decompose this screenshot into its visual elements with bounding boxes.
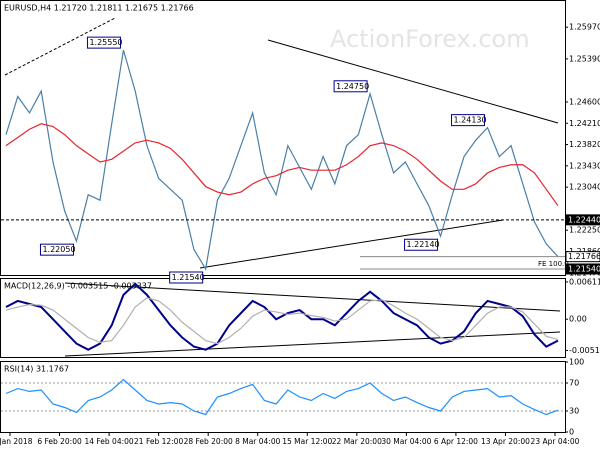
- level-tag: [565, 263, 600, 275]
- main-title: EURUSD,H4 1.21720 1.21811 1.21675 1.2176…: [4, 4, 194, 13]
- series-line: [5, 378, 559, 416]
- y-tick-label: 0: [569, 428, 574, 437]
- y-tick-label: 0.006113: [569, 277, 600, 286]
- annotation: 1.25550: [89, 38, 122, 47]
- rsi-panel: [0, 361, 566, 433]
- x-tick-label: 22 Mar 20:00: [332, 437, 382, 446]
- annotation: 1.22140: [407, 240, 440, 249]
- y-tick-label: 1.25970: [569, 23, 600, 32]
- annotation-box: [86, 36, 121, 49]
- x-tick-label: 6 Apr 12:00: [434, 437, 478, 446]
- y-tick-label: -0.005124: [569, 346, 600, 355]
- level-tag: [565, 214, 600, 226]
- x-tick-label: 23 Apr 04:00: [531, 437, 580, 446]
- x-tick-label: 30 Jan 2018: [0, 437, 33, 446]
- x-tick-label: 6 Feb 20:00: [37, 437, 82, 446]
- x-tick-label: 13 Apr 20:00: [481, 437, 530, 446]
- x-tick-label: 14 Feb 04:00: [84, 437, 133, 446]
- level-tag: [565, 251, 600, 263]
- main-panel: [0, 0, 566, 276]
- y-tick-label: 30: [569, 407, 579, 416]
- y-tick-label: 70: [569, 379, 579, 388]
- annotation: 1.24750: [336, 82, 369, 91]
- level-label: 1.21540: [568, 264, 600, 273]
- annotation: 1.21540: [172, 273, 205, 282]
- annotation-box: [39, 243, 74, 256]
- annotation-box: [333, 80, 368, 93]
- series-line: [5, 49, 559, 271]
- fe-label: FE 100.0: [538, 260, 569, 268]
- annotation-box: [404, 238, 439, 251]
- trend-line: [267, 39, 559, 124]
- x-tick-label: 30 Mar 04:00: [381, 437, 431, 446]
- trend-line: [64, 282, 561, 312]
- annotation: 1.22050: [42, 245, 75, 254]
- macd-panel: [0, 278, 566, 358]
- y-tick-label: 1.24600: [569, 97, 600, 106]
- trend-line: [199, 219, 504, 269]
- y-tick-label: 1.24210: [569, 119, 600, 128]
- series-line: [5, 297, 559, 345]
- trend-line: [64, 331, 561, 357]
- y-tick-label: 1.22250: [569, 226, 600, 235]
- y-tick-label: 100: [569, 358, 584, 367]
- level-label: 1.22440: [568, 215, 600, 224]
- x-tick-label: 15 Mar 12:00: [282, 437, 332, 446]
- macd-title: MACD(12,26,9) -0.003515 -0.003337: [4, 282, 152, 291]
- x-tick-label: 8 Mar 04:00: [235, 437, 281, 446]
- annotation-box: [451, 114, 486, 127]
- y-tick-label: 1.23430: [569, 161, 600, 170]
- x-tick-label: 21 Feb 12:00: [134, 437, 183, 446]
- series-line: [5, 123, 559, 207]
- rsi-title: RSI(14) 31.1767: [4, 365, 69, 374]
- y-tick-label: 0.00: [569, 315, 587, 324]
- trend-line: [4, 17, 116, 76]
- series-line: [5, 282, 559, 351]
- level-label: 1.21766: [568, 252, 600, 261]
- x-tick-label: 28 Feb 20:00: [184, 437, 233, 446]
- annotation-box: [169, 271, 204, 284]
- watermark: ActionForex.com: [330, 25, 530, 53]
- annotation: 1.24130: [454, 116, 487, 125]
- y-tick-label: 1.25390: [569, 54, 600, 63]
- y-tick-label: 1.23040: [569, 183, 600, 192]
- y-tick-label: 1.23820: [569, 140, 600, 149]
